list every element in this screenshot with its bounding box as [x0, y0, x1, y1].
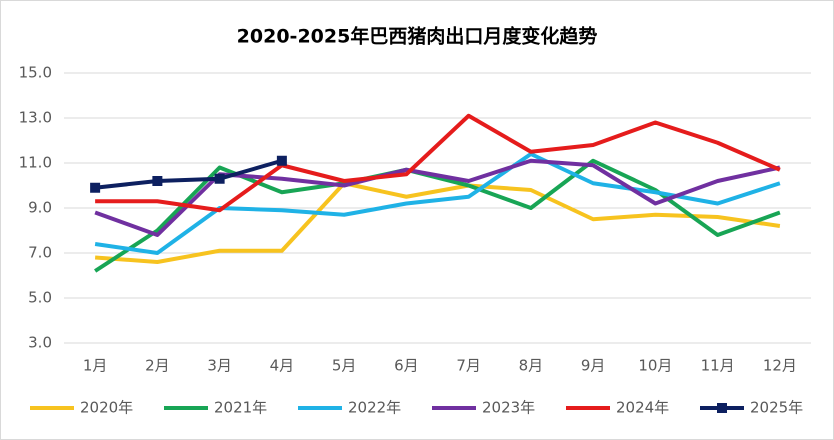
y-tick-label: 15.0 — [19, 64, 52, 82]
x-tick-label: 10月 — [638, 357, 672, 375]
legend-label: 2024年 — [616, 399, 669, 417]
y-tick-label: 7.0 — [28, 244, 52, 262]
x-tick-label: 1月 — [83, 357, 108, 375]
y-tick-label: 11.0 — [19, 154, 52, 172]
series-line — [94, 158, 781, 237]
y-tick-label: 13.0 — [19, 109, 52, 127]
legend-marker — [717, 403, 727, 413]
y-tick-label: 3.0 — [28, 334, 52, 352]
x-tick-label: 2月 — [145, 357, 170, 375]
legend-label: 2025年 — [750, 399, 803, 417]
series-line — [94, 158, 283, 190]
y-tick-label: 5.0 — [28, 289, 52, 307]
series-line — [94, 181, 781, 264]
chart-title: 2020-2025年巴西猪肉出口月度变化趋势 — [237, 25, 598, 48]
legend-label: 2023年 — [482, 399, 535, 417]
legend-label: 2021年 — [214, 399, 267, 417]
series-line — [95, 113, 781, 213]
series-line — [94, 152, 781, 255]
x-tick-label: 5月 — [332, 357, 357, 375]
y-tick-label: 9.0 — [28, 199, 52, 217]
point-marker — [276, 155, 287, 166]
x-tick-label: 9月 — [581, 357, 606, 375]
legend-label: 2020年 — [80, 399, 133, 417]
x-tick-label: 3月 — [207, 357, 232, 375]
legend-label: 2022年 — [348, 399, 401, 417]
x-tick-label: 6月 — [394, 357, 419, 375]
x-tick-label: 8月 — [519, 357, 544, 375]
point-marker — [90, 182, 101, 193]
x-tick-label: 11月 — [701, 357, 735, 375]
point-marker — [152, 176, 163, 186]
point-marker — [214, 173, 225, 184]
x-tick-label: 7月 — [456, 357, 481, 375]
x-tick-label: 12月 — [763, 357, 797, 375]
x-tick-label: 4月 — [270, 357, 295, 375]
